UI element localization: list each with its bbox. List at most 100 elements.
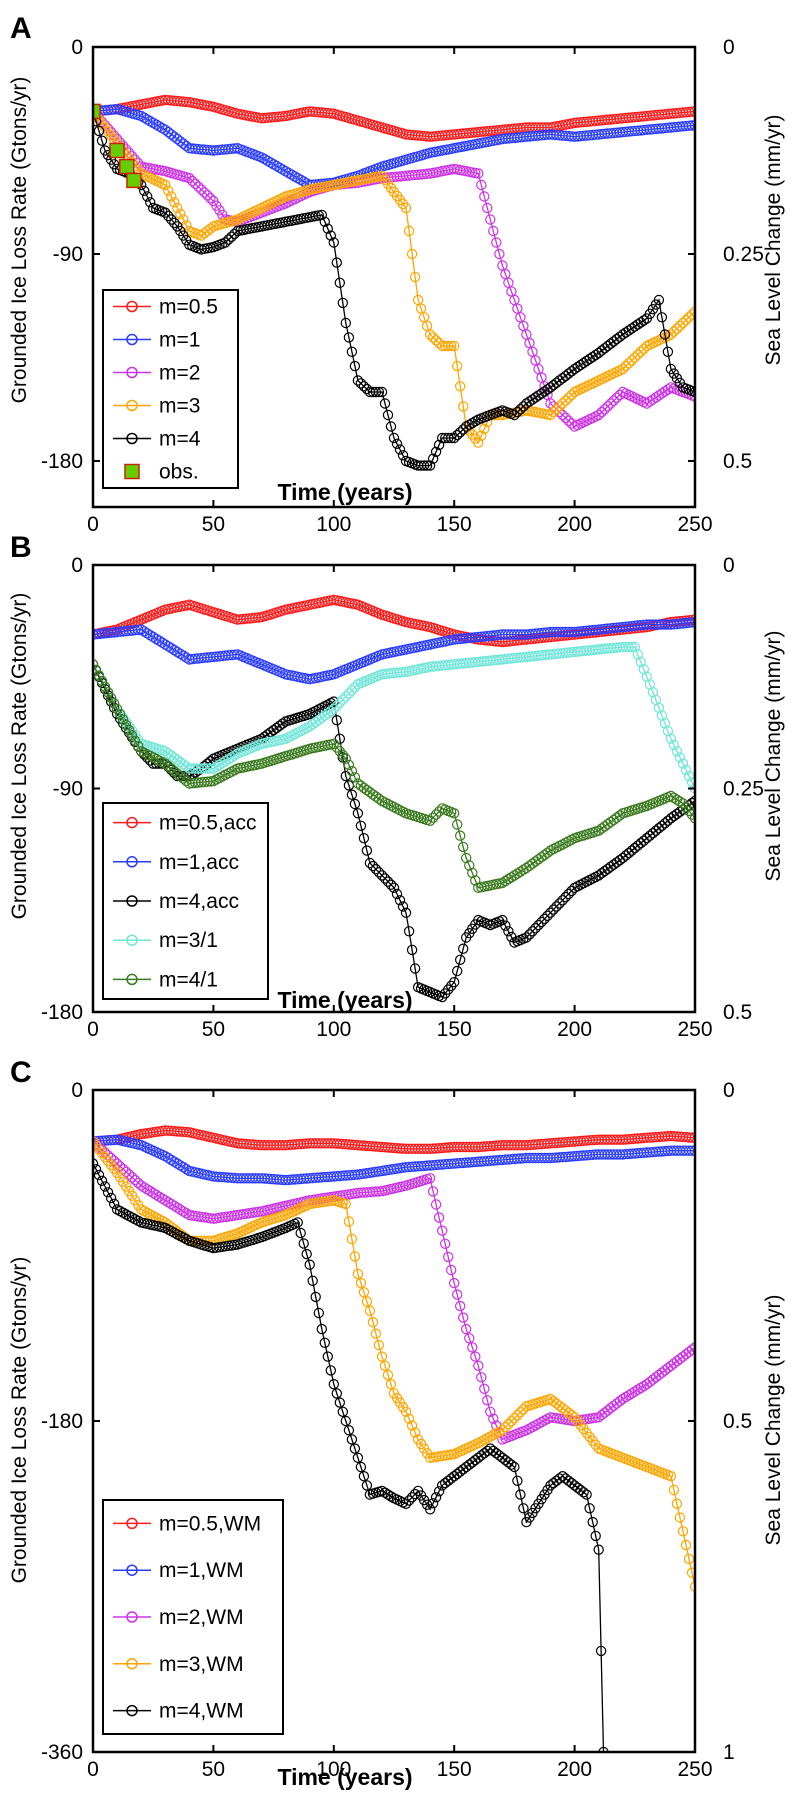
data-point	[96, 675, 108, 687]
data-point	[292, 172, 303, 184]
legend-label: m=0.5	[159, 296, 218, 319]
data-point	[340, 1415, 351, 1427]
legend-label: obs.	[159, 461, 199, 484]
data-point	[328, 1378, 339, 1390]
data-point	[304, 1259, 315, 1270]
data-point	[629, 352, 641, 363]
data-point	[689, 1132, 695, 1143]
y2-tick-label: 0.25	[723, 778, 764, 801]
data-point	[449, 1277, 460, 1289]
data-point	[557, 895, 568, 906]
data-point	[446, 980, 457, 992]
data-point	[686, 1344, 695, 1355]
legend-label: m=0.5,WM	[159, 1512, 261, 1535]
data-point	[635, 656, 647, 668]
data-point	[427, 812, 439, 823]
data-point	[370, 864, 382, 875]
axes-frame	[91, 45, 697, 509]
data-point	[689, 1342, 695, 1353]
data-point	[141, 191, 153, 202]
data-point	[126, 730, 138, 741]
data-point	[93, 664, 102, 676]
data-point	[674, 1512, 686, 1523]
data-point	[355, 820, 367, 832]
data-point	[598, 1746, 609, 1752]
data-point	[301, 1248, 312, 1260]
data-point	[361, 383, 373, 395]
data-point	[479, 423, 490, 434]
legend-label: m=0.5,acc	[159, 812, 256, 835]
data-point	[449, 340, 460, 352]
data-point	[689, 1145, 695, 1156]
data-point	[683, 617, 695, 628]
data-point	[485, 1406, 496, 1418]
data-point	[683, 106, 695, 118]
data-point	[376, 1351, 388, 1362]
data-point	[328, 738, 339, 750]
panel-b-y2label: Sea Level Change (mm/yr)	[762, 631, 785, 882]
data-point	[446, 1264, 457, 1276]
legend-label: m=4	[159, 428, 201, 451]
data-point	[638, 664, 650, 675]
data-point	[443, 984, 454, 995]
data-point	[533, 1418, 544, 1430]
data-point	[391, 438, 403, 449]
data-point	[473, 437, 484, 448]
data-point	[668, 739, 680, 751]
data-point	[144, 630, 156, 641]
data-point	[464, 860, 475, 871]
data-point	[686, 106, 695, 117]
data-point	[346, 1233, 358, 1245]
data-point	[467, 867, 478, 879]
data-point	[530, 923, 541, 934]
y-tick-label: 0	[71, 1079, 83, 1102]
data-point	[608, 395, 619, 406]
data-point	[340, 317, 351, 329]
data-point	[467, 417, 478, 429]
legend-label: m=1,acc	[159, 851, 239, 874]
data-point	[406, 1420, 418, 1431]
data-point	[443, 1251, 454, 1263]
data-point	[307, 1275, 318, 1287]
data-point	[683, 805, 695, 817]
data-point	[196, 184, 207, 195]
x-tick-label: 100	[316, 1018, 351, 1041]
data-point	[190, 178, 201, 189]
data-point	[563, 415, 574, 426]
data-point	[671, 746, 683, 757]
data-point	[409, 963, 421, 974]
series-group	[93, 594, 695, 1003]
data-point	[355, 378, 367, 389]
data-point	[274, 162, 285, 173]
legend: m=0.5 m=1 m=2 m=3 m=4 obs.	[102, 289, 239, 489]
panel-a-y2label-text: Sea Level Change (mm/yr)	[762, 115, 785, 366]
data-point	[150, 119, 162, 130]
data-point	[409, 271, 421, 283]
data-point	[337, 694, 348, 705]
data-point	[361, 1296, 373, 1307]
data-point	[175, 648, 186, 660]
data-point	[677, 758, 689, 769]
data-point	[512, 406, 523, 418]
data-point	[455, 954, 466, 966]
data-point	[680, 1539, 692, 1551]
data-point	[292, 1217, 303, 1228]
panel-a-xlabel: Time (years)	[277, 479, 412, 505]
data-point	[256, 152, 267, 163]
data-point	[370, 386, 382, 398]
data-point	[277, 164, 288, 175]
data-point	[437, 1225, 448, 1236]
data-point	[683, 312, 695, 323]
data-point	[632, 1384, 644, 1395]
panel-b: B 0 50 100 150 200 2500-90-18000.250.5m=0.5,a…	[8, 531, 785, 1041]
data-point	[156, 1193, 168, 1204]
legend-label: m=3	[159, 395, 200, 418]
x-tick-label: 200	[557, 513, 592, 536]
data-point	[458, 1312, 469, 1323]
data-point	[361, 1480, 373, 1491]
data-point	[430, 1199, 442, 1210]
data-point	[596, 406, 607, 418]
data-point	[147, 1187, 159, 1199]
data-point	[424, 1173, 436, 1184]
